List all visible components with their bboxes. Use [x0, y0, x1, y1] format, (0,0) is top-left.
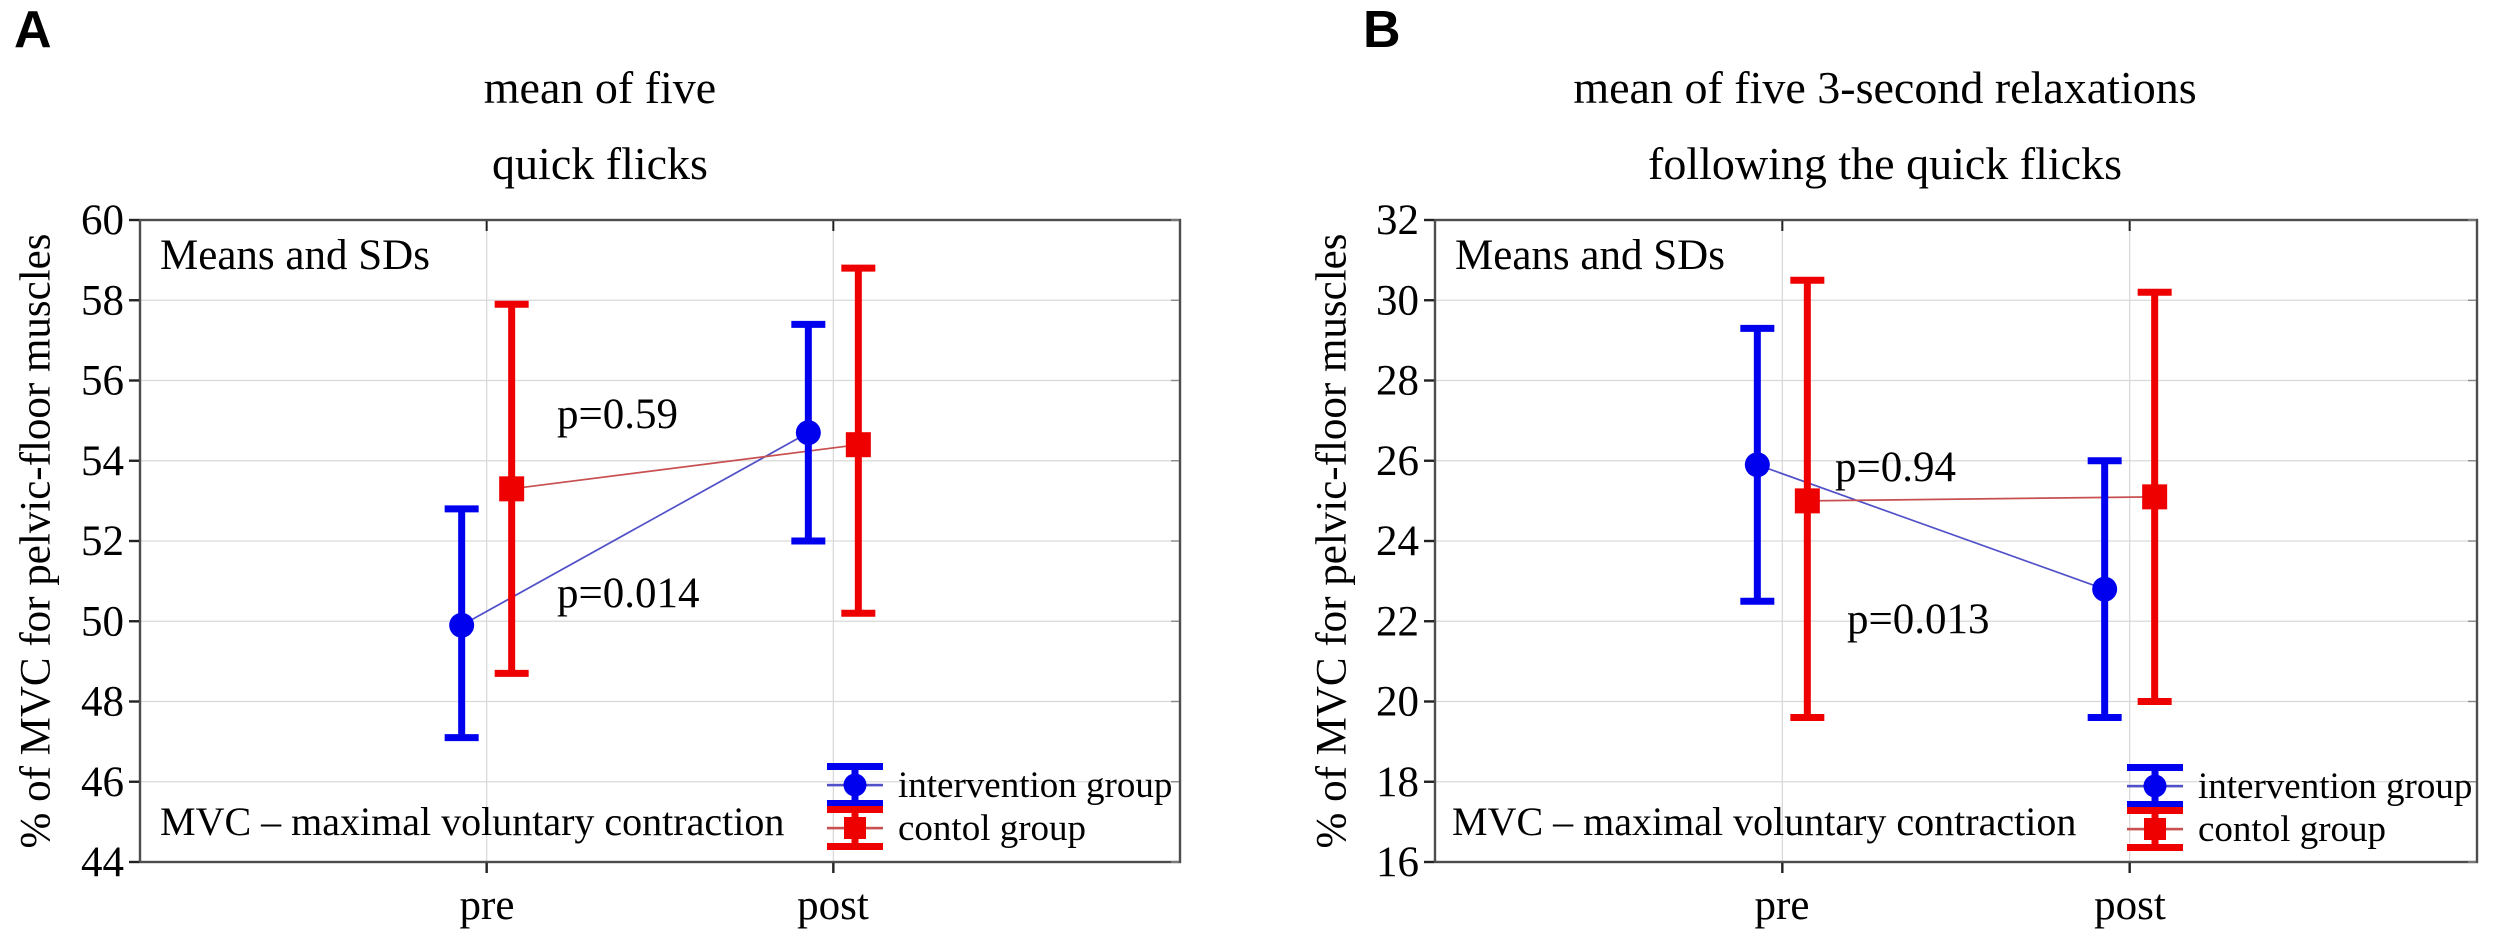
panel-b-p-value-top: p=0.94 [1835, 444, 1957, 491]
legend-marker-square [844, 817, 866, 839]
panel-a-title: mean of five quick flicks [0, 50, 1200, 202]
y-tick-label: 20 [1376, 679, 1419, 726]
panel-b-means-sds-note: Means and SDs [1455, 232, 1725, 279]
panel-b: B mean of five 3-second relaxations foll… [1250, 0, 2500, 940]
y-tick-label: 52 [81, 518, 124, 565]
y-tick-label: 24 [1376, 518, 1419, 565]
data-point-square [1794, 488, 1820, 514]
panel-b-title-line1: mean of five 3-second relaxations [1573, 62, 2197, 113]
panel-a-mvc-footnote: MVC – maximal voluntary contraction [160, 799, 785, 844]
y-tick-label: 22 [1376, 598, 1419, 645]
panel-b-x-tick-pre: pre [1754, 882, 1810, 929]
y-tick-label: 18 [1376, 759, 1419, 806]
panel-a-legend-control-label: contol group [898, 808, 1087, 849]
panel-a-means-sds-note: Means and SDs [160, 232, 430, 279]
panel-a: A mean of five quick flicks % of MVC for… [0, 1, 1200, 929]
y-tick-label: 54 [81, 438, 124, 485]
panel-a-title-line2: quick flicks [492, 138, 708, 189]
y-tick-label: 46 [81, 759, 124, 806]
panel-a-plot: 44 46 48 50 52 54 56 58 60 [81, 197, 1182, 886]
y-tick-label: 28 [1376, 358, 1419, 405]
y-tick-label: 26 [1376, 438, 1419, 485]
y-tick-label: 44 [81, 839, 124, 886]
panel-b-legend-control-label: contol group [2198, 809, 2387, 850]
panel-a-x-tick-post: post [797, 882, 869, 929]
data-point-square [2142, 484, 2168, 510]
y-tick-label: 30 [1376, 277, 1419, 324]
y-tick-label: 58 [81, 277, 124, 324]
panel-b-legend-intervention-label: intervention group [2198, 766, 2473, 807]
panel-b-mvc-footnote: MVC – maximal voluntary contraction [1452, 799, 2077, 844]
panel-a-x-tick-pre: pre [459, 882, 515, 929]
data-point-square [499, 476, 525, 502]
trend-line-intervention [1757, 463, 2105, 590]
y-tick-label: 16 [1376, 839, 1419, 886]
legend-marker-square [2144, 818, 2166, 840]
data-point-circle [2092, 576, 2118, 602]
panel-a-legend-intervention-label: intervention group [898, 765, 1173, 806]
plot-border [1433, 218, 2479, 864]
data-point-square [845, 432, 871, 458]
trend-line-control [511, 443, 859, 490]
panel-b-p-value-bottom: p=0.013 [1847, 596, 1990, 643]
y-tick-label: 60 [81, 197, 124, 244]
y-tick-label: 32 [1376, 197, 1419, 244]
trend-line-intervention [461, 431, 809, 627]
panel-a-letter: A [14, 1, 52, 59]
panel-b-x-tick-post: post [2094, 882, 2166, 929]
legend-marker-circle [843, 773, 867, 797]
data-point-circle [795, 420, 821, 446]
plot-border [138, 218, 1182, 864]
data-point-circle [1744, 452, 1770, 478]
panel-b-title-line2: following the quick flicks [1648, 138, 2122, 189]
legend-marker-circle [2143, 774, 2167, 798]
data-point-circle [449, 612, 475, 638]
panel-b-plot: 16 18 20 22 24 26 28 30 32 [1376, 197, 2479, 886]
y-tick-label: 56 [81, 358, 124, 405]
panel-b-letter: B [1363, 1, 1401, 59]
y-tick-label: 50 [81, 598, 124, 645]
trend-line-control [1807, 496, 2155, 502]
y-tick-label: 48 [81, 679, 124, 726]
panel-a-p-value-top: p=0.59 [557, 391, 679, 438]
panel-a-p-value-bottom: p=0.014 [557, 570, 700, 617]
panel-b-title: mean of five 3-second relaxations follow… [1285, 50, 2485, 202]
panel-a-title-line1: mean of five [483, 62, 717, 113]
